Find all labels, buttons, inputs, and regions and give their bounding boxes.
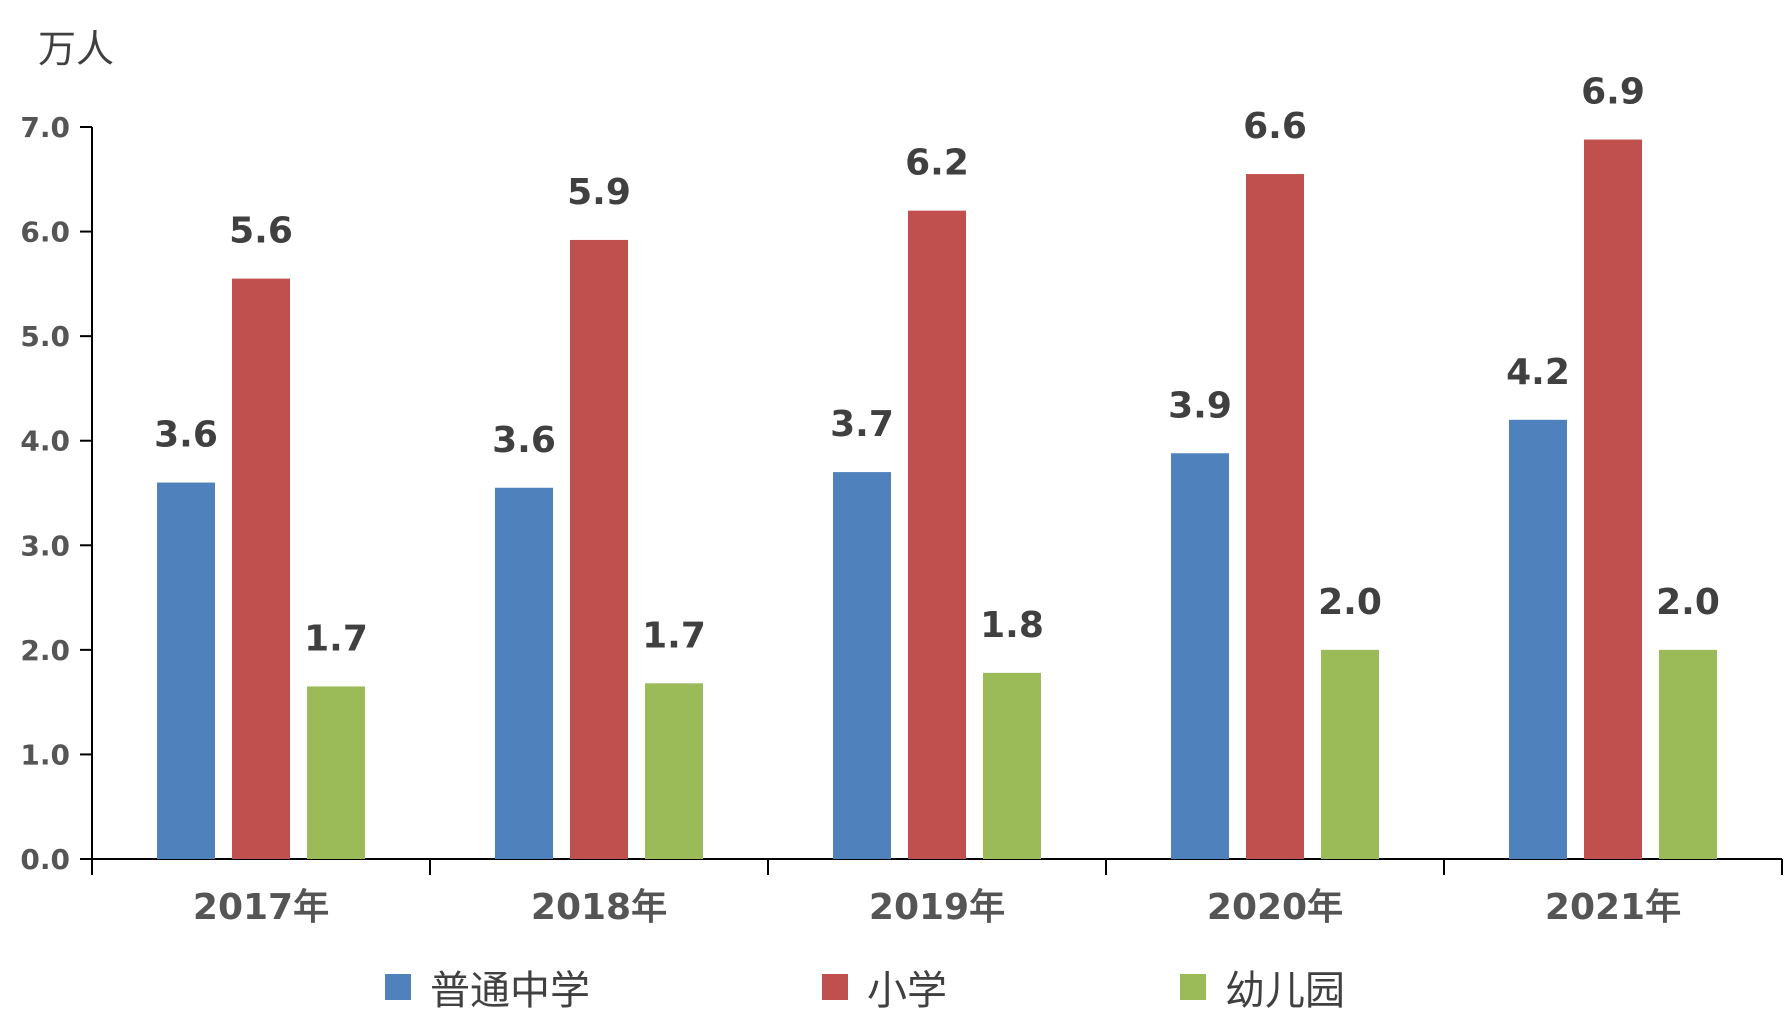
bar xyxy=(307,686,365,859)
data-label: 5.9 xyxy=(567,172,631,213)
y-tick-label: 3.0 xyxy=(20,529,70,562)
legend-swatch xyxy=(1180,974,1206,1000)
y-tick-label: 4.0 xyxy=(20,425,70,458)
bar xyxy=(833,472,891,859)
value-labels: 3.6 3.6 3.7 3.9 4.2 5.6 5.9 6.2 6.6 6.9 1.7 1.7 1.8 2… xyxy=(154,72,1720,660)
data-label: 6.6 xyxy=(1243,106,1307,147)
y-tick-label: 7.0 xyxy=(20,111,70,144)
x-tick-label: 2019年 xyxy=(869,887,1005,928)
legend-label: 普通中学 xyxy=(430,968,590,1014)
data-label: 4.2 xyxy=(1506,352,1570,393)
axes: 0.0 1.0 2.0 3.0 4.0 5.0 6.0 7.0 2017年 2018年 2019年 2… xyxy=(20,111,1783,928)
bar xyxy=(1584,139,1642,859)
bar xyxy=(495,487,553,859)
legend: 普通中学 小学 幼儿园 xyxy=(385,968,1345,1014)
bar xyxy=(570,239,628,860)
data-label: 2.0 xyxy=(1318,582,1382,623)
data-label: 6.2 xyxy=(905,143,969,184)
bar xyxy=(1509,419,1567,859)
y-axis-unit-label: 万人 xyxy=(38,27,114,71)
bar xyxy=(983,672,1041,859)
bar xyxy=(1246,174,1304,860)
bar xyxy=(1321,649,1379,859)
bar xyxy=(1659,649,1717,859)
bar xyxy=(645,683,703,859)
bars xyxy=(157,139,1717,860)
data-label: 3.9 xyxy=(1168,385,1232,426)
bar xyxy=(232,278,290,860)
data-label: 6.9 xyxy=(1581,72,1645,113)
x-tick-label: 2017年 xyxy=(193,887,329,928)
y-tick-label: 6.0 xyxy=(20,216,70,249)
y-tick-label: 0.0 xyxy=(20,843,70,876)
legend-label: 幼儿园 xyxy=(1225,968,1345,1014)
y-tick-label: 5.0 xyxy=(20,320,70,353)
data-label: 3.7 xyxy=(830,404,894,445)
data-label: 2.0 xyxy=(1656,582,1720,623)
legend-swatch xyxy=(822,974,848,1000)
x-tick-label: 2021年 xyxy=(1545,887,1681,928)
bar xyxy=(157,482,215,859)
y-tick-label: 1.0 xyxy=(20,738,70,771)
data-label: 3.6 xyxy=(154,415,218,456)
data-label: 5.6 xyxy=(229,211,293,252)
bar xyxy=(908,210,966,859)
y-tick-label: 2.0 xyxy=(20,634,70,667)
data-label: 1.7 xyxy=(304,618,368,659)
legend-swatch xyxy=(385,974,411,1000)
legend-label: 小学 xyxy=(867,968,947,1014)
data-label: 1.7 xyxy=(642,615,706,656)
data-label: 3.6 xyxy=(492,420,556,461)
x-tick-label: 2018年 xyxy=(531,887,667,928)
x-tick-label: 2020年 xyxy=(1207,887,1343,928)
data-label: 1.8 xyxy=(980,605,1044,646)
bar xyxy=(1171,453,1229,859)
